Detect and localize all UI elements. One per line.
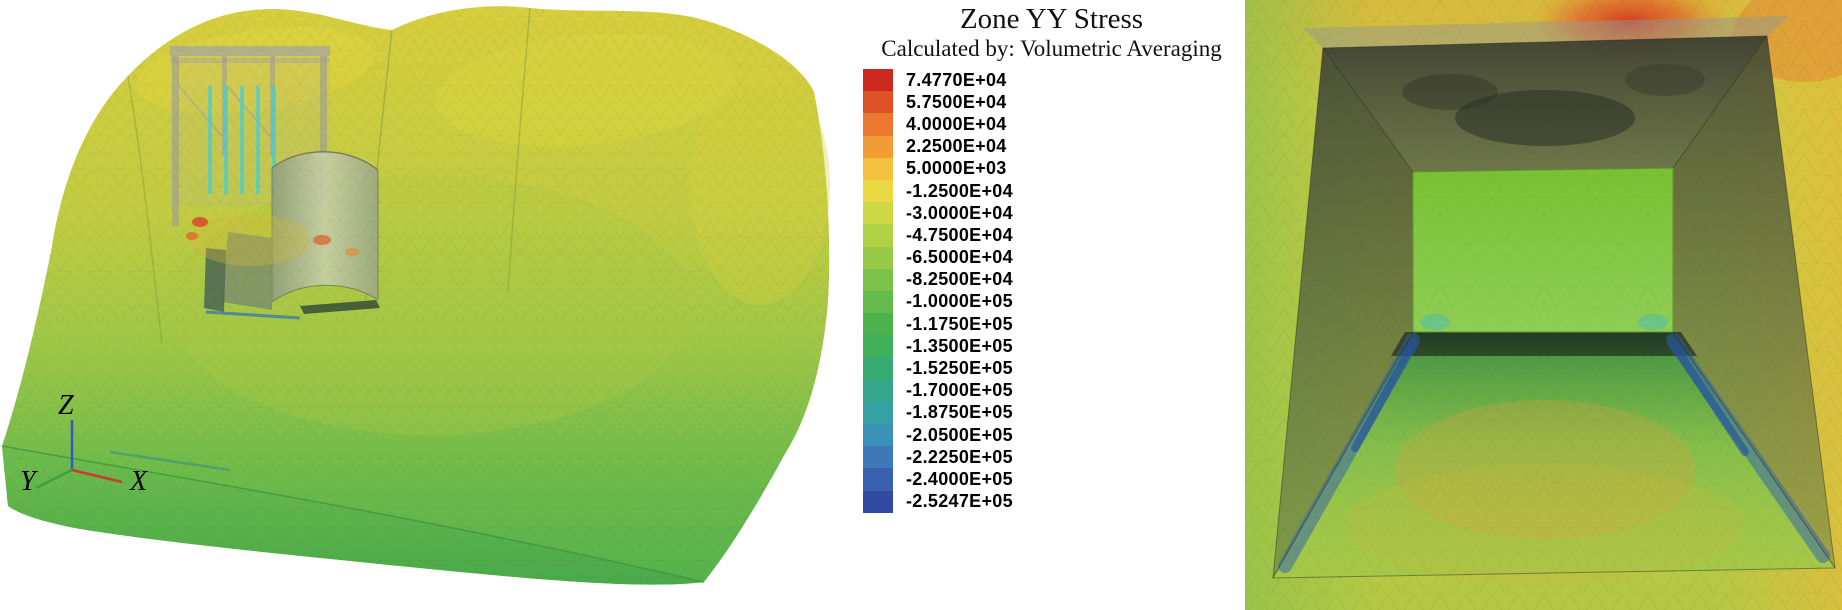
legend-color-swatch	[863, 268, 893, 291]
pit-left-wall	[1273, 48, 1413, 578]
legend-row: -4.7500E+04	[863, 224, 1245, 247]
axis-x-label: X	[129, 466, 148, 497]
model-view-detail[interactable]	[1245, 0, 1842, 610]
legend-row: 7.4770E+04	[863, 69, 1245, 92]
legend-value-label: -1.5250E+05	[906, 358, 1013, 379]
legend-color-swatch	[863, 113, 893, 136]
model-view-full[interactable]: Z Y X	[0, 0, 858, 610]
pit-right-wall	[1673, 36, 1835, 568]
legend-color-swatch	[863, 313, 893, 336]
legend-color-swatch	[863, 179, 893, 203]
legend-value-label: 7.4770E+04	[906, 69, 1007, 90]
excavation-detail-render	[1245, 0, 1842, 610]
legend-value-label: -1.1750E+05	[906, 313, 1013, 334]
legend-color-swatch	[863, 490, 893, 513]
legend-color-swatch	[863, 224, 893, 247]
legend-value-label: -1.2500E+04	[906, 180, 1013, 201]
legend-color-swatch	[863, 468, 893, 491]
legend-row: 5.0000E+03	[863, 157, 1245, 180]
pit-rim	[1303, 16, 1789, 48]
color-scale: 7.4770E+04 5.7500E+04 4.0000E+04 2.2500E+04…	[863, 69, 1245, 513]
legend-color-swatch	[863, 91, 893, 114]
legend-value-label: -2.4000E+05	[906, 468, 1013, 489]
back-wall-shadow	[1455, 90, 1635, 146]
legend-row: -1.5250E+05	[863, 357, 1245, 380]
legend-row: -6.5000E+04	[863, 246, 1245, 269]
mesh-overlay	[2, 6, 830, 585]
floor-mesh-overlay	[1273, 332, 1835, 578]
legend-row: -2.2250E+05	[863, 446, 1245, 469]
legend-row: -3.0000E+04	[863, 202, 1245, 225]
legend-color-swatch	[863, 69, 893, 92]
legend-row: -2.0500E+05	[863, 424, 1245, 447]
axis-z-label: Z	[58, 390, 74, 421]
legend-value-label: -2.0500E+05	[906, 424, 1013, 445]
legend-color-swatch	[863, 424, 893, 447]
legend-row: -1.0000E+05	[863, 290, 1245, 314]
legend-row: -8.2500E+04	[863, 268, 1245, 291]
legend-title: Zone YY Stress	[959, 3, 1144, 35]
legend-color-swatch	[863, 357, 893, 380]
legend-value-label: 5.0000E+03	[906, 158, 1007, 179]
axis-triad: Z Y X	[20, 386, 170, 516]
legend-row: -1.2500E+04	[863, 179, 1245, 203]
legend-color-swatch	[863, 401, 893, 424]
legend-row: 5.7500E+04	[863, 91, 1245, 114]
full-model-render	[1, 6, 830, 585]
back-wall-shadow	[1625, 64, 1705, 96]
legend-row: 2.2500E+04	[863, 135, 1245, 158]
legend-value-label: 2.2500E+04	[906, 136, 1007, 157]
legend-row: -1.7000E+05	[863, 379, 1245, 402]
legend-value-label: -8.2500E+04	[906, 269, 1013, 290]
legend-color-swatch	[863, 290, 893, 314]
pit-junction-lines	[1272, 35, 1836, 579]
legend-color-swatch	[863, 157, 893, 180]
legend-row: -2.4000E+05	[863, 468, 1245, 491]
legend-value-label: -2.2250E+05	[906, 446, 1013, 467]
legend-color-swatch	[863, 335, 893, 358]
legend-color-swatch	[863, 246, 893, 269]
legend-panel: Zone YY Stress Calculated by: Volumetric…	[858, 0, 1245, 610]
legend-color-swatch	[863, 135, 893, 158]
legend-color-swatch	[863, 379, 893, 402]
back-wall-shadow	[1402, 74, 1498, 110]
legend-value-label: -4.7500E+04	[906, 224, 1013, 245]
legend-value-label: -2.5247E+05	[906, 491, 1013, 512]
legend-value-label: -1.7000E+05	[906, 380, 1013, 401]
legend-value-label: -3.0000E+04	[906, 202, 1013, 223]
legend-value-label: -1.3500E+05	[906, 335, 1013, 356]
legend-value-label: -1.0000E+05	[906, 291, 1013, 312]
legend-value-label: 4.0000E+04	[906, 113, 1007, 134]
legend-value-label: -6.5000E+04	[906, 247, 1013, 268]
axis-x-line	[71, 468, 123, 484]
legend-color-swatch	[863, 202, 893, 225]
legend-row: -2.5247E+05	[863, 490, 1245, 513]
legend-value-label: 5.7500E+04	[906, 91, 1007, 112]
legend-row: -1.8750E+05	[863, 401, 1245, 424]
legend-value-label: -1.8750E+05	[906, 402, 1013, 423]
legend-color-swatch	[863, 446, 893, 469]
legend-subtitle: Calculated by: Volumetric Averaging	[881, 36, 1222, 61]
legend-row: -1.1750E+05	[863, 313, 1245, 336]
legend-row: 4.0000E+04	[863, 113, 1245, 136]
axis-y-label: Y	[20, 466, 39, 497]
face-mesh-overlay	[1413, 168, 1673, 332]
legend-row: -1.3500E+05	[863, 335, 1245, 358]
axis-y-line	[35, 468, 73, 490]
